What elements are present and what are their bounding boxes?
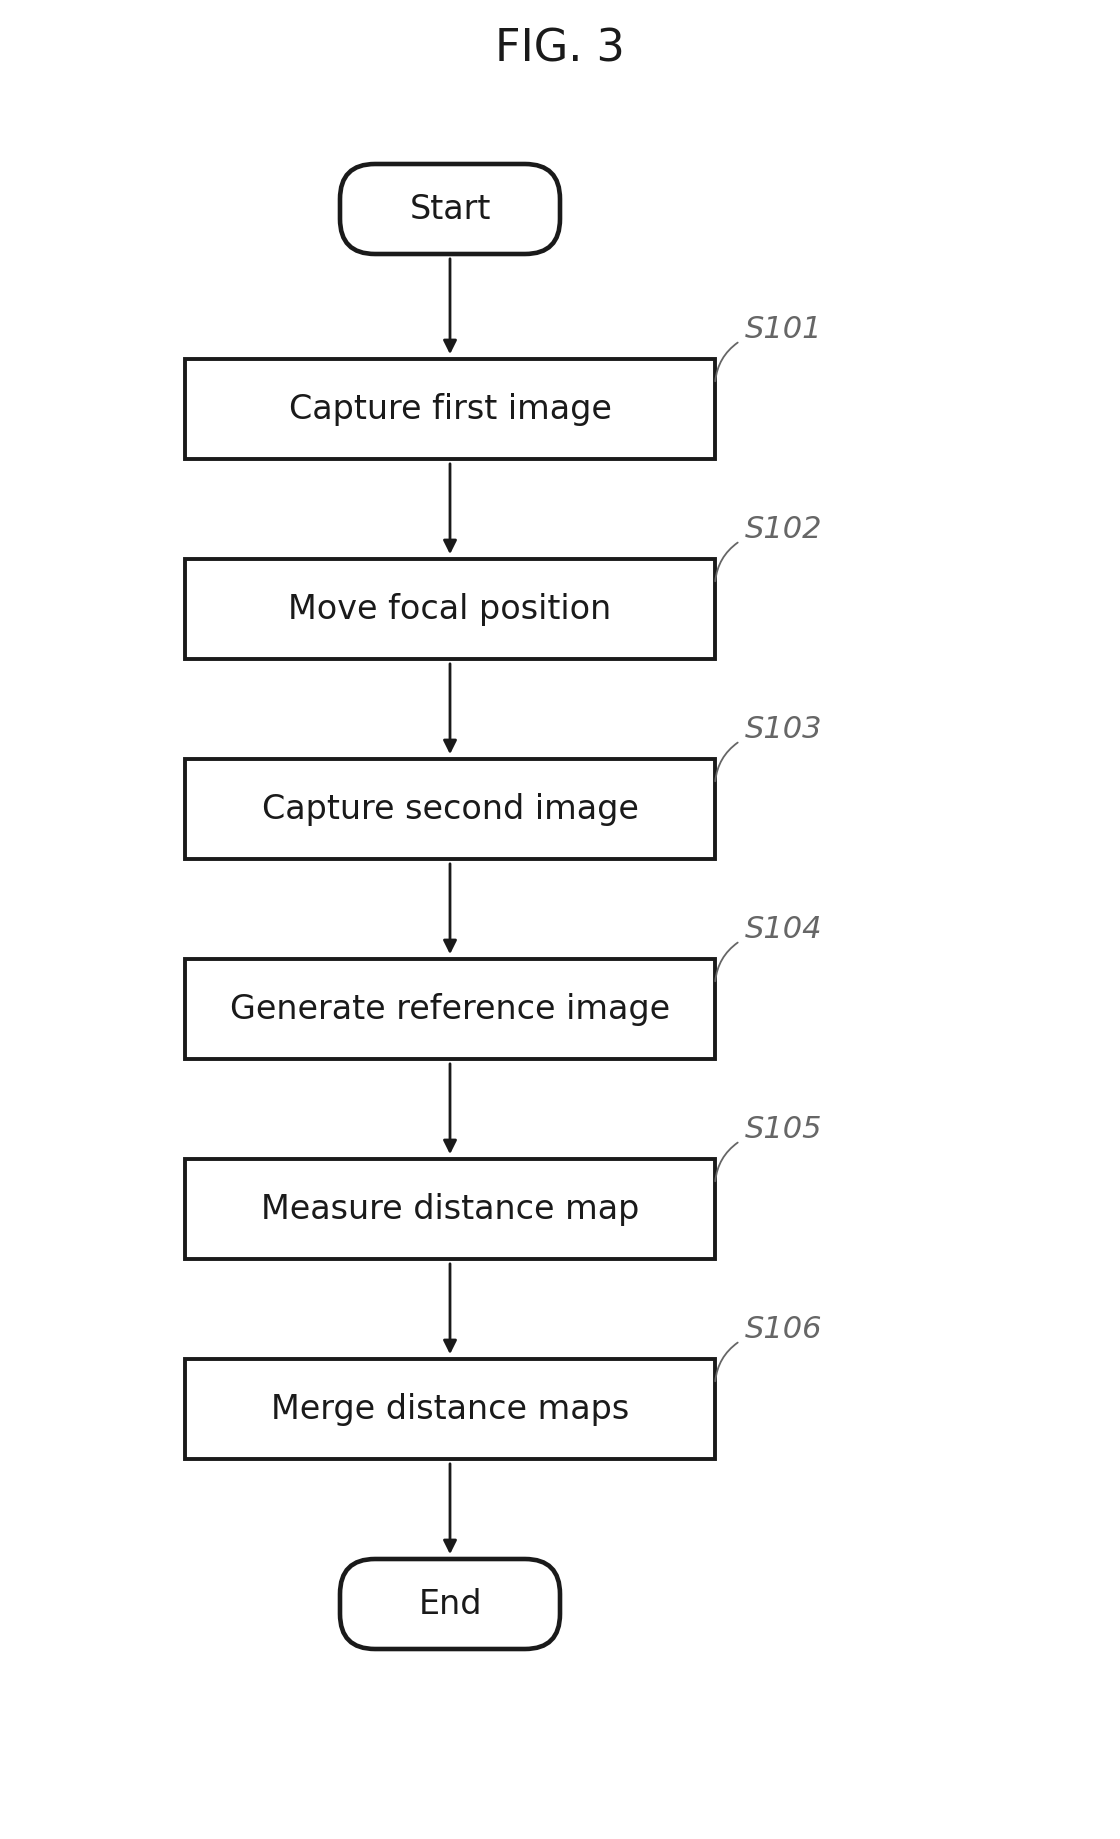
Text: Capture second image: Capture second image: [262, 793, 638, 826]
FancyBboxPatch shape: [340, 164, 560, 254]
Text: S103: S103: [745, 715, 822, 745]
Text: Generate reference image: Generate reference image: [230, 993, 670, 1026]
Text: S101: S101: [745, 314, 822, 344]
Bar: [185, 958, 715, 1059]
Text: Capture first image: Capture first image: [289, 392, 612, 425]
Text: S104: S104: [745, 916, 822, 943]
Bar: [185, 1359, 715, 1458]
Text: End: End: [418, 1587, 482, 1620]
Text: FIG. 3: FIG. 3: [495, 28, 625, 70]
Bar: [185, 1159, 715, 1260]
Text: S102: S102: [745, 515, 822, 544]
FancyBboxPatch shape: [340, 1559, 560, 1650]
Bar: [185, 559, 715, 658]
Text: Start: Start: [409, 193, 491, 226]
Bar: [185, 760, 715, 859]
Text: Merge distance maps: Merge distance maps: [271, 1392, 629, 1425]
Text: S105: S105: [745, 1114, 822, 1144]
Text: Move focal position: Move focal position: [288, 592, 612, 625]
Bar: [185, 359, 715, 460]
Text: S106: S106: [745, 1315, 822, 1344]
Text: Measure distance map: Measure distance map: [261, 1192, 640, 1225]
